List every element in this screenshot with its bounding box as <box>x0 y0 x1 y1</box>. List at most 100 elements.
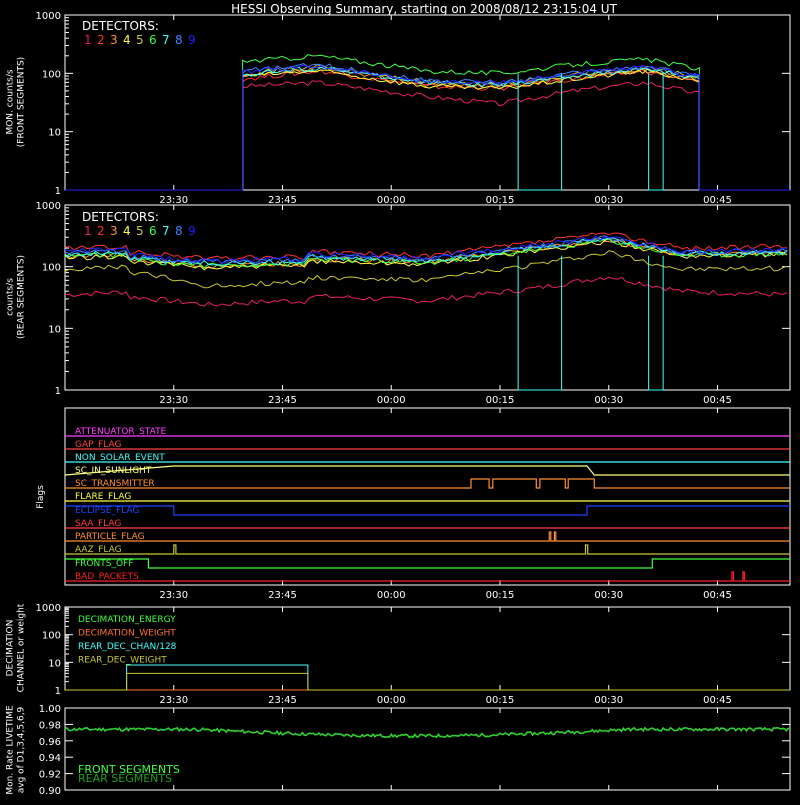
x-tick-label: 00:45 <box>703 695 732 706</box>
x-tick-label: 00:45 <box>703 195 732 206</box>
flag-label-sc-transmitter: SC_TRANSMITTER <box>75 479 155 489</box>
y-tick-label: 1000 <box>36 11 61 22</box>
flag-trace-sc-transmitter <box>65 478 790 489</box>
legend-detector-1: 1 <box>84 224 92 238</box>
front-plot-box <box>64 14 791 191</box>
legend-detector-6: 6 <box>149 33 157 47</box>
rear-dropout <box>517 255 563 391</box>
rear-series-detector-5 <box>64 250 788 289</box>
legend-detector-3: 3 <box>110 224 118 238</box>
legend-detector-5: 5 <box>136 224 144 238</box>
legend-detector-2: 2 <box>97 224 105 238</box>
rear-dec-weight-trace <box>65 672 790 691</box>
legend-detector-2: 2 <box>97 33 105 47</box>
x-tick-label: 00:15 <box>486 590 515 601</box>
x-tick-label: 00:15 <box>486 695 515 706</box>
legend-title: DETECTORS: <box>82 19 159 33</box>
livetime-legend-2: REAR SEGMENTS <box>78 772 172 785</box>
flags-plot-box <box>64 407 791 586</box>
flag-trace-particle-flag <box>65 531 790 542</box>
x-tick-label: 00:30 <box>594 590 623 601</box>
x-tick-label: 00:30 <box>594 195 623 206</box>
legend-detector-9: 9 <box>188 224 196 238</box>
front-series-detector-9 <box>65 64 790 191</box>
rear-ylabel: counts/s (REAR SEGMENTS) <box>6 255 27 339</box>
livetime-legend-1: FRONT SEGMENTS <box>78 763 180 776</box>
front-series-detector-1 <box>65 80 790 191</box>
flag-label-attenuator-state: ATTENUATOR_STATE <box>75 427 167 437</box>
x-tick-label: 23:45 <box>268 590 297 601</box>
front-series-detector-6 <box>65 54 790 191</box>
legend-detector-7: 7 <box>162 33 170 47</box>
decimation-legend-1: DECIMATION_ENERGY <box>78 615 176 625</box>
y-tick-label: 0.96 <box>39 737 61 748</box>
y-tick-label: 100 <box>42 631 61 642</box>
legend-detector-6: 6 <box>149 224 157 238</box>
flags-ylabel: Flags <box>36 485 46 509</box>
flag-label-non-solar-event: NON_SOLAR_EVENT <box>75 453 165 463</box>
y-tick-label: 1 <box>55 386 61 397</box>
x-tick-label: 00:15 <box>486 195 515 206</box>
x-tick-label: 23:30 <box>159 695 188 706</box>
y-tick-label: 1000 <box>36 201 61 212</box>
front-series-detector-3 <box>65 66 790 191</box>
x-tick-label: 00:00 <box>377 590 406 601</box>
flag-trace-bad-packets <box>65 571 790 582</box>
y-tick-label: 10 <box>48 658 61 669</box>
legend-detector-8: 8 <box>175 33 183 47</box>
y-axis-label: Mon. Rate LIVETIME <box>6 705 16 795</box>
legend-detector-3: 3 <box>110 33 118 47</box>
legend-detector-5: 5 <box>136 33 144 47</box>
flag-label-flare-flag: FLARE_FLAG <box>75 492 131 502</box>
decimation-ylabel: DECIMATION CHANNEL or weight <box>6 603 27 692</box>
y-tick-label: 100 <box>42 263 61 274</box>
front-series-detector-5 <box>65 64 790 191</box>
y-tick-label: 0.94 <box>39 753 61 764</box>
flag-label-eclipse-flag: ECLIPSE_FLAG <box>75 506 139 516</box>
y-tick-label: 1 <box>55 186 61 197</box>
x-tick-label: 00:30 <box>594 695 623 706</box>
legend-detector-9: 9 <box>188 33 196 47</box>
rear-series-detector-1 <box>64 276 788 307</box>
legend-detector-4: 4 <box>123 224 131 238</box>
x-tick-label: 00:45 <box>703 590 732 601</box>
flag-label-fronts-off: FRONTS_OFF <box>75 559 133 569</box>
x-tick-label: 23:30 <box>159 590 188 601</box>
x-tick-label: 23:30 <box>159 195 188 206</box>
x-tick-label: 23:45 <box>268 695 297 706</box>
decimation-legend-2: DECIMATION_WEIGHT <box>78 629 176 639</box>
y-tick-label: 1000 <box>36 603 61 614</box>
rear-plot-box <box>64 204 791 391</box>
y-axis-label: (REAR SEGMENTS) <box>17 255 27 339</box>
rear-dropout <box>648 255 664 391</box>
x-tick-label: 00:00 <box>377 395 406 406</box>
flag-label-bad-packets: BAD_PACKETS <box>75 572 139 582</box>
y-tick-label: 1 <box>55 686 61 697</box>
flag-label-gap-flag: GAP_FLAG <box>75 440 121 450</box>
y-axis-label: (FRONT SEGMENTS) <box>17 57 27 147</box>
x-tick-label: 23:45 <box>268 395 297 406</box>
front-ylabel: MON. counts/s (FRONT SEGMENTS) <box>6 57 27 147</box>
x-tick-label: 00:00 <box>377 195 406 206</box>
y-axis-label: CHANNEL or weight <box>17 603 27 692</box>
y-tick-label: 1.00 <box>39 704 61 715</box>
y-axis-label: avg of D1,3,4,5,6,9 <box>17 706 27 793</box>
front-dropout <box>648 73 664 191</box>
x-tick-label: 00:30 <box>594 395 623 406</box>
y-axis-label: counts/s <box>6 278 16 316</box>
chart-title: HESSI Observing Summary, starting on 200… <box>231 2 617 16</box>
decimation-legend-4: REAR_DEC_WEIGHT <box>78 656 167 666</box>
x-tick-label: 00:45 <box>703 395 732 406</box>
y-axis-label: Flags <box>36 485 46 509</box>
y-tick-label: 0.90 <box>39 786 61 797</box>
livetime-plot-box <box>64 707 791 791</box>
legend-detector-4: 4 <box>123 33 131 47</box>
flag-label-particle-flag: PARTICLE_FLAG <box>75 532 145 542</box>
legend-detector-1: 1 <box>84 33 92 47</box>
y-tick-label: 100 <box>42 69 61 80</box>
rear-series-detector-7 <box>64 237 788 266</box>
x-tick-label: 00:00 <box>377 695 406 706</box>
rear-series-detector-2 <box>64 232 788 261</box>
